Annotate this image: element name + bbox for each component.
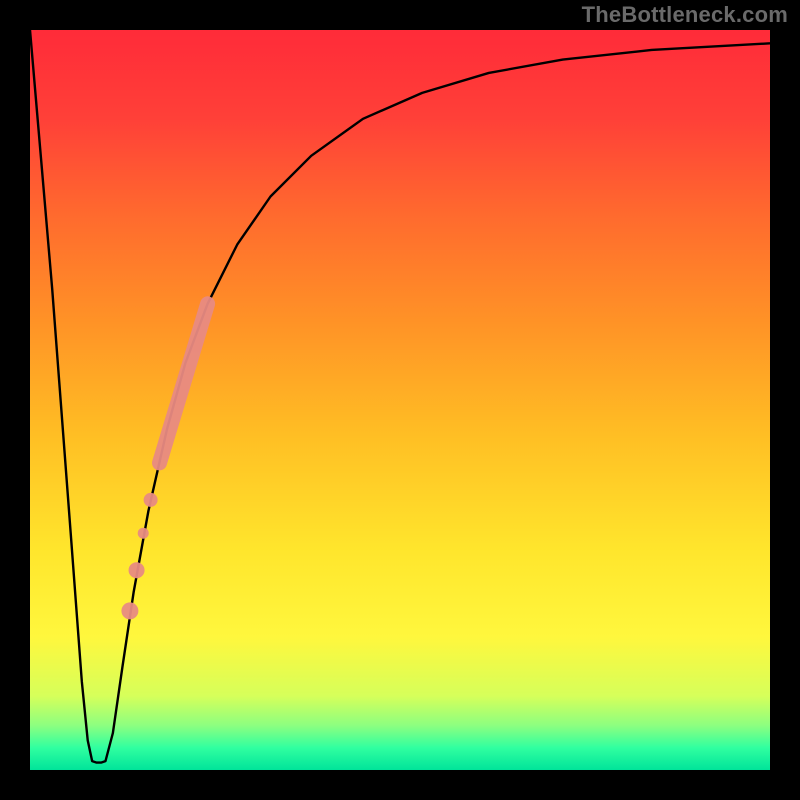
marker-dot bbox=[144, 493, 158, 507]
marker-dot bbox=[121, 602, 138, 619]
marker-group bbox=[121, 304, 207, 620]
marker-dot bbox=[138, 528, 149, 539]
marker-dot bbox=[129, 562, 145, 578]
chart-container: TheBottleneck.com bbox=[0, 0, 800, 800]
watermark-text: TheBottleneck.com bbox=[582, 2, 788, 28]
plot-area bbox=[30, 30, 770, 770]
bottleneck-curve bbox=[30, 30, 770, 763]
curve-layer bbox=[30, 30, 770, 770]
marker-band bbox=[160, 304, 208, 463]
